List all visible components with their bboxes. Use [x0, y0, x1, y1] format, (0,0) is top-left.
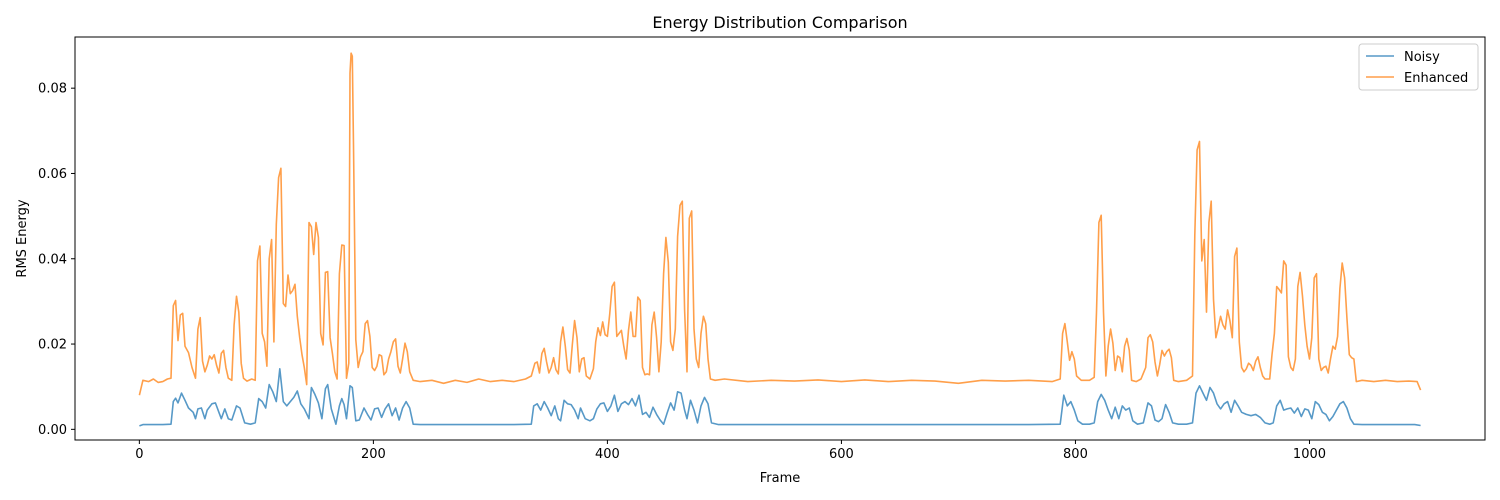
series-line-enhanced — [138, 52, 1422, 396]
y-tick-label: 0.06 — [38, 167, 67, 182]
x-tick-label: 400 — [595, 447, 620, 462]
x-tick-label: 0 — [135, 447, 143, 462]
legend-label-noisy: Noisy — [1404, 50, 1440, 65]
x-tick-label: 800 — [1063, 447, 1088, 462]
y-axis-ticks: 0.00 0.02 0.04 0.06 0.08 — [38, 82, 75, 438]
y-axis-label: RMS Energy — [15, 199, 30, 277]
y-tick-label: 0.02 — [38, 338, 67, 353]
legend: Noisy Enhanced — [1358, 43, 1479, 91]
chart-title: Energy Distribution Comparison — [652, 13, 907, 32]
series-lines — [138, 52, 1422, 427]
x-axis-ticks: 0 200 400 600 800 1000 — [135, 440, 1326, 462]
x-tick-label: 200 — [361, 447, 386, 462]
y-tick-label: 0.08 — [38, 82, 67, 97]
legend-label-enhanced: Enhanced — [1404, 71, 1468, 86]
series-line-noisy — [139, 368, 1421, 427]
plot-area-frame — [74, 36, 1486, 441]
x-axis-label: Frame — [760, 471, 801, 486]
x-tick-label: 600 — [829, 447, 854, 462]
x-tick-label: 1000 — [1293, 447, 1326, 462]
y-tick-label: 0.04 — [38, 252, 67, 267]
y-tick-label: 0.00 — [38, 423, 67, 438]
